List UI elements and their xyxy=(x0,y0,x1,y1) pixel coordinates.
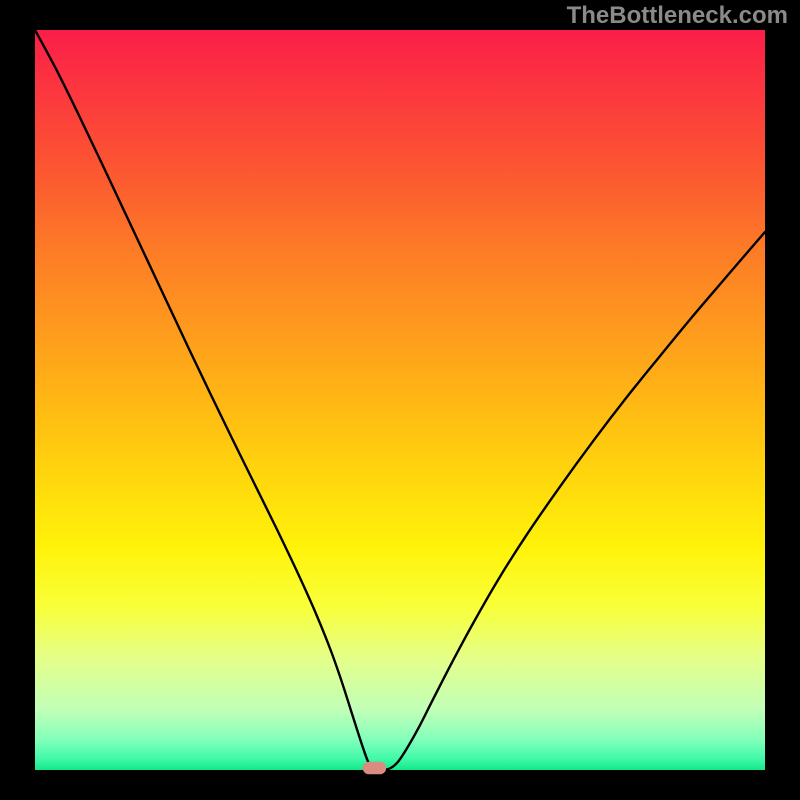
plot-background xyxy=(35,30,765,770)
chart-container: { "watermark": { "text": "TheBottleneck.… xyxy=(0,0,800,800)
bottleneck-chart xyxy=(0,0,800,800)
watermark-text: TheBottleneck.com xyxy=(567,2,788,30)
optimal-marker xyxy=(363,762,386,775)
